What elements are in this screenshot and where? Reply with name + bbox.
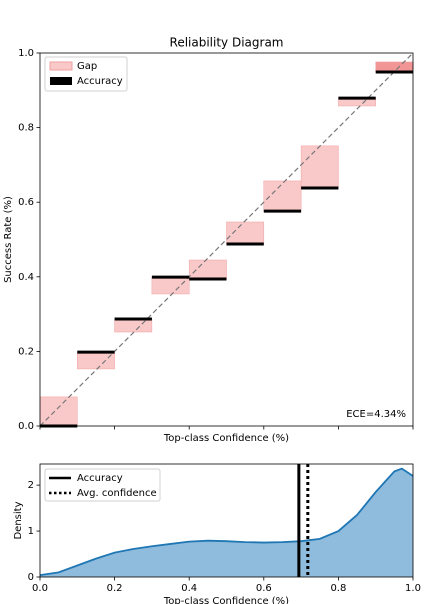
- gap-bar: [226, 221, 265, 245]
- x-tick-label: 0.6: [256, 583, 272, 594]
- y-tick-label: 0: [28, 572, 34, 583]
- x-tick-label: 0.8: [330, 583, 346, 594]
- x-tick-label: 0.2: [107, 583, 123, 594]
- y-tick-label: 0.4: [18, 272, 34, 283]
- y-axis-label: Density: [13, 501, 24, 539]
- legend-box: [44, 468, 161, 502]
- gap-bar: [114, 318, 153, 333]
- gap-bar: [188, 259, 227, 280]
- gap-bar: [151, 276, 190, 295]
- x-tick-label: 1.0: [405, 583, 421, 594]
- chart-title: Reliability Diagram: [170, 36, 284, 50]
- gap-bar: [300, 145, 339, 189]
- legend-label: Avg. confidence: [77, 488, 157, 499]
- y-tick-label: 1: [28, 526, 34, 537]
- y-tick-label: 0.0: [18, 421, 34, 432]
- x-tick-label: 0.0: [32, 583, 48, 594]
- y-tick-label: 1.0: [18, 48, 34, 59]
- legend-swatch: [50, 77, 72, 85]
- y-tick-label: 0.6: [18, 197, 34, 208]
- density-line: [39, 467, 414, 577]
- legend-swatch: [49, 61, 73, 71]
- gap-bar: [39, 396, 78, 427]
- annotation: ECE=4.34%: [346, 409, 406, 420]
- y-tick-label: 0.2: [18, 346, 34, 357]
- gap-bar: [77, 351, 115, 370]
- x-tick-label: 0.4: [181, 583, 197, 594]
- y-axis-label: Success Rate (%): [3, 196, 14, 283]
- x-axis-label: Top-class Confidence (%): [163, 596, 289, 604]
- gap-bar: [263, 180, 302, 212]
- legend-label: Accuracy: [77, 473, 123, 484]
- y-tick-label: 2: [28, 480, 34, 491]
- y-tick-label: 0.8: [18, 123, 34, 134]
- legend-label: Gap: [77, 61, 97, 72]
- axes-frame: [39, 52, 414, 427]
- legend-label: Accuracy: [77, 76, 123, 87]
- x-axis-label: Top-class Confidence (%): [163, 433, 289, 444]
- axes-frame: [39, 463, 414, 578]
- density-area: [40, 468, 413, 577]
- gap-bar: [375, 61, 414, 73]
